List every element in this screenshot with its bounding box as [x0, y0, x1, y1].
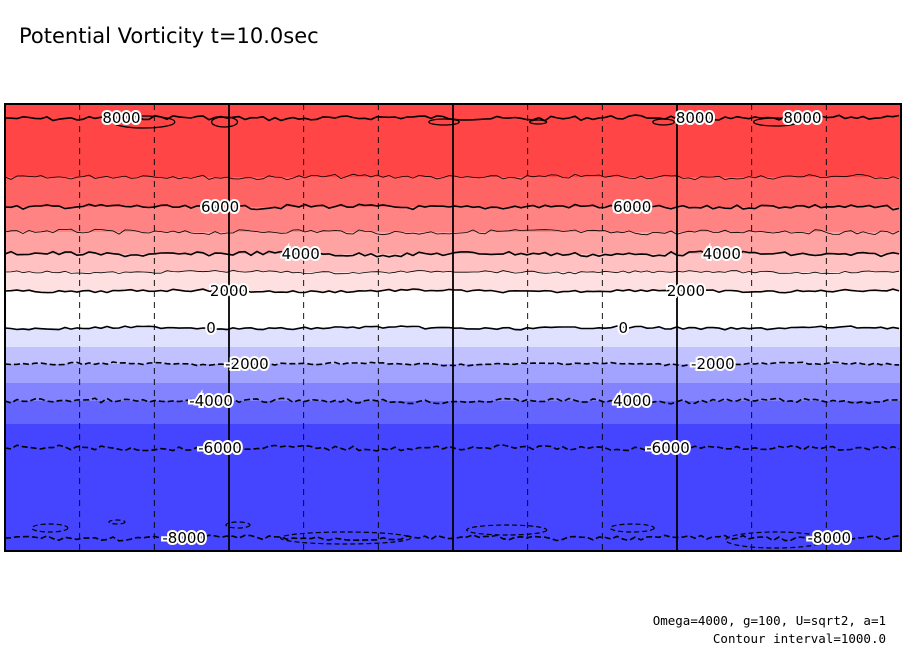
contour-labels: 8000 8000 8000 6000 6000 4000 4000 2000 2000 0 0 -2…: [100, 107, 853, 549]
contour-label: 8000: [783, 109, 821, 127]
grid-lines: [79, 104, 827, 551]
contour-blob: [428, 118, 460, 126]
contour-label: -8000: [162, 529, 206, 547]
contour-label: 6000: [201, 198, 239, 216]
chart-title: Potential Vorticity t=10.0sec: [19, 24, 319, 48]
contour-interval-footnote: Contour interval=1000.0: [712, 631, 886, 646]
contour-label: 4000: [613, 392, 651, 410]
contour-blob: [31, 523, 69, 533]
contour-label: 8000: [102, 109, 140, 127]
contour-label: 4000: [282, 245, 320, 263]
contour-label: 0: [206, 319, 216, 337]
contour-blob: [225, 521, 251, 529]
contour-label: -6000: [198, 439, 242, 457]
contour-label: 2000: [210, 282, 248, 300]
plot-frame: [4, 103, 902, 552]
contour-blob: [279, 531, 412, 545]
contour-line-neg2000: [4, 361, 900, 367]
parameters-footnote: Omega=4000, g=100, U=sqrt2, a=1: [652, 613, 886, 628]
contour-blob: [724, 531, 827, 549]
contour-label: -6000: [646, 439, 690, 457]
contour-label: -2000: [225, 355, 269, 373]
contour-blob: [528, 119, 548, 125]
contour-line-5000: [4, 228, 900, 236]
contour-label: 4000: [703, 245, 741, 263]
contour-blob: [108, 519, 126, 525]
contour-line-neg4000: [4, 397, 900, 405]
contour-label: 8000: [676, 109, 714, 127]
contour-line-4000: [4, 250, 900, 258]
contour-blob: [609, 523, 655, 533]
contour-label: 0: [618, 319, 628, 337]
contour-blob: [112, 115, 176, 129]
contour-label: -8000: [808, 529, 852, 547]
contour-label: 6000: [613, 198, 651, 216]
contour-label: -4000: [189, 392, 233, 410]
contour-label: -2000: [691, 355, 735, 373]
contour-label: 2000: [667, 282, 705, 300]
contour-line-7000: [4, 173, 900, 181]
contour-blob: [466, 524, 548, 536]
